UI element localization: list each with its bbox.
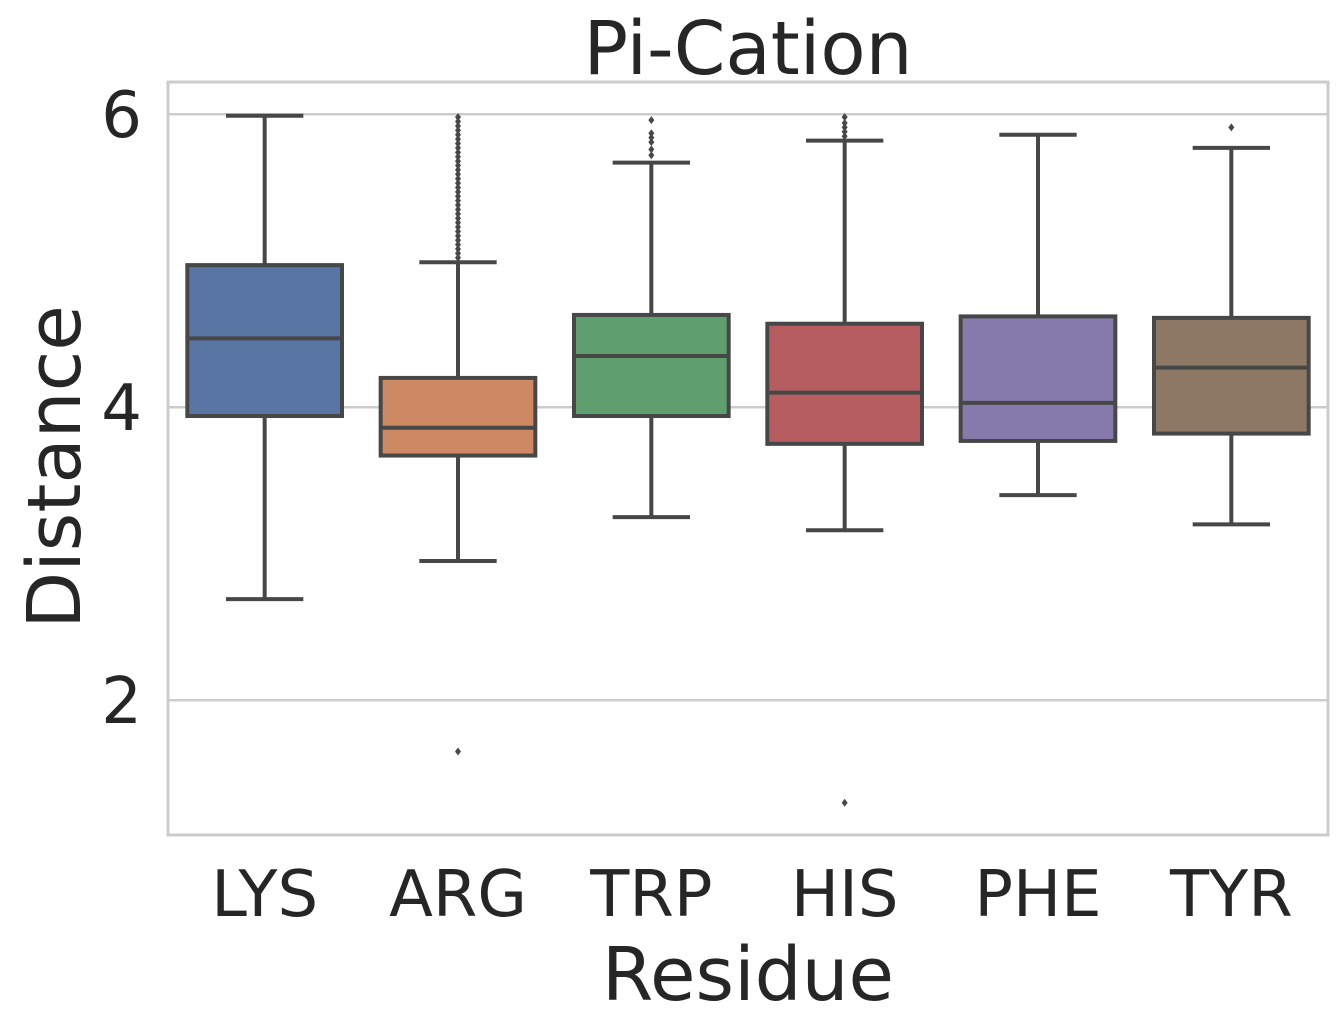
iqr-box bbox=[185, 263, 344, 419]
y-tick-labels: 2 4 6 bbox=[101, 79, 142, 739]
outlier-point bbox=[455, 231, 461, 240]
outlier-point bbox=[455, 170, 461, 179]
box-group-tyr bbox=[1152, 123, 1311, 527]
outlier-point bbox=[841, 123, 848, 132]
box-group-arg bbox=[378, 113, 538, 756]
outlier-point bbox=[1228, 123, 1235, 132]
outlier-point bbox=[455, 227, 461, 236]
iqr-box bbox=[1152, 315, 1311, 436]
outlier-point bbox=[455, 214, 461, 223]
outlier-point bbox=[455, 240, 461, 249]
outlier-point bbox=[841, 119, 848, 128]
y-axis-label: Distance bbox=[12, 305, 98, 629]
outlier-point bbox=[455, 135, 461, 144]
y-tick-label: 2 bbox=[101, 665, 142, 739]
y-tick-label: 6 bbox=[101, 79, 142, 153]
outlier-point bbox=[455, 223, 461, 232]
outlier-point bbox=[455, 165, 461, 174]
plot-frame bbox=[166, 80, 1330, 837]
outlier-point bbox=[841, 127, 848, 136]
outlier-point bbox=[455, 253, 461, 262]
boxes bbox=[185, 113, 1311, 807]
outlier-point bbox=[455, 201, 461, 210]
outlier-point bbox=[455, 192, 461, 201]
outlier-point bbox=[455, 148, 461, 157]
iqr-box bbox=[958, 314, 1118, 443]
iqr-box bbox=[765, 321, 924, 446]
outlier-point bbox=[455, 209, 461, 218]
outlier-point bbox=[455, 205, 461, 214]
y-grid bbox=[168, 112, 1328, 702]
iqr-box bbox=[378, 375, 538, 458]
outlier-point bbox=[455, 187, 461, 196]
box-group-his bbox=[765, 113, 924, 807]
outlier-point bbox=[455, 139, 461, 148]
outlier-point bbox=[455, 157, 461, 166]
x-tick-label: TRP bbox=[589, 858, 712, 932]
outlier-point bbox=[455, 117, 461, 126]
box-group-phe bbox=[958, 132, 1118, 498]
outlier-point bbox=[455, 747, 461, 756]
y-tick-label: 4 bbox=[101, 372, 142, 446]
x-tick-label: HIS bbox=[791, 858, 899, 932]
outlier-point bbox=[455, 245, 461, 254]
outlier-point bbox=[648, 145, 655, 154]
x-tick-label: LYS bbox=[211, 858, 318, 932]
outlier-point bbox=[841, 798, 848, 807]
outlier-point bbox=[455, 174, 461, 183]
outlier-point bbox=[455, 236, 461, 245]
outlier-point bbox=[455, 161, 461, 170]
outlier-point bbox=[455, 126, 461, 135]
outlier-point bbox=[455, 130, 461, 139]
outlier-point bbox=[455, 218, 461, 227]
outlier-point bbox=[841, 132, 848, 141]
outlier-point bbox=[455, 249, 461, 258]
outlier-point bbox=[648, 151, 655, 160]
box-group-lys bbox=[185, 113, 344, 602]
outlier-point bbox=[455, 179, 461, 188]
box-group-trp bbox=[572, 116, 731, 520]
outlier-point bbox=[648, 116, 655, 125]
x-tick-label: TYR bbox=[1169, 858, 1293, 932]
outlier-point bbox=[648, 133, 655, 142]
outlier-point bbox=[648, 129, 655, 138]
x-tick-labels: LYS ARG TRP HIS PHE TYR bbox=[211, 858, 1292, 932]
x-tick-label: PHE bbox=[974, 858, 1101, 932]
outlier-point bbox=[648, 138, 655, 147]
chart-title: Pi-Cation bbox=[583, 6, 912, 92]
x-axis-label: Residue bbox=[602, 932, 894, 1018]
outlier-point bbox=[455, 196, 461, 205]
iqr-box bbox=[572, 312, 731, 419]
outlier-point bbox=[455, 113, 461, 122]
outlier-point bbox=[455, 121, 461, 130]
x-tick-label: ARG bbox=[389, 858, 527, 932]
outlier-point bbox=[455, 143, 461, 152]
outlier-point bbox=[841, 113, 848, 122]
outlier-point bbox=[455, 152, 461, 161]
outlier-point bbox=[455, 183, 461, 192]
